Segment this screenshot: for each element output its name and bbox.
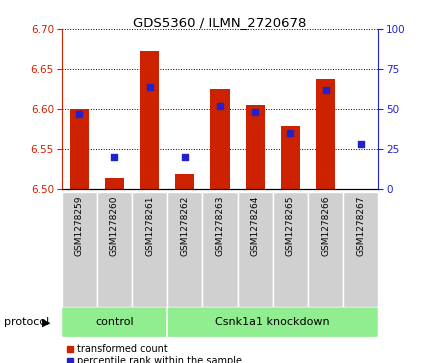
FancyBboxPatch shape — [62, 307, 167, 338]
Text: GSM1278265: GSM1278265 — [286, 196, 295, 256]
Text: control: control — [95, 317, 134, 327]
FancyBboxPatch shape — [167, 307, 378, 338]
Text: protocol: protocol — [4, 317, 50, 327]
Bar — [140, 52, 159, 189]
Bar — [202, 192, 238, 307]
Bar — [238, 192, 273, 307]
Point — [181, 154, 188, 160]
Text: ▶: ▶ — [42, 317, 50, 327]
Bar — [167, 192, 202, 307]
Point — [111, 154, 118, 160]
Text: GSM1278262: GSM1278262 — [180, 196, 189, 256]
Text: GSM1278261: GSM1278261 — [145, 196, 154, 256]
Text: GDS5360 / ILMN_2720678: GDS5360 / ILMN_2720678 — [133, 16, 307, 29]
Text: Csnk1a1 knockdown: Csnk1a1 knockdown — [216, 317, 330, 327]
Bar — [343, 192, 378, 307]
Bar — [132, 192, 167, 307]
Bar — [105, 178, 124, 189]
Point — [146, 83, 153, 89]
Text: GSM1278266: GSM1278266 — [321, 196, 330, 256]
Bar — [97, 192, 132, 307]
Bar — [308, 192, 343, 307]
Bar — [70, 109, 89, 189]
Text: GSM1278263: GSM1278263 — [216, 196, 224, 256]
Legend: transformed count, percentile rank within the sample: transformed count, percentile rank withi… — [66, 344, 242, 363]
Bar — [246, 105, 265, 189]
Point — [252, 109, 259, 115]
Bar — [281, 126, 300, 189]
Text: GSM1278264: GSM1278264 — [251, 196, 260, 256]
Point — [287, 130, 294, 136]
Bar — [210, 89, 230, 189]
Point — [322, 87, 329, 93]
Point — [357, 141, 364, 147]
Bar — [175, 174, 194, 189]
Text: GSM1278260: GSM1278260 — [110, 196, 119, 256]
Bar — [273, 192, 308, 307]
Text: GSM1278267: GSM1278267 — [356, 196, 365, 256]
Point — [76, 111, 83, 117]
Point — [216, 103, 224, 109]
Bar — [62, 192, 97, 307]
Text: GSM1278259: GSM1278259 — [75, 196, 84, 256]
Bar — [316, 78, 335, 189]
